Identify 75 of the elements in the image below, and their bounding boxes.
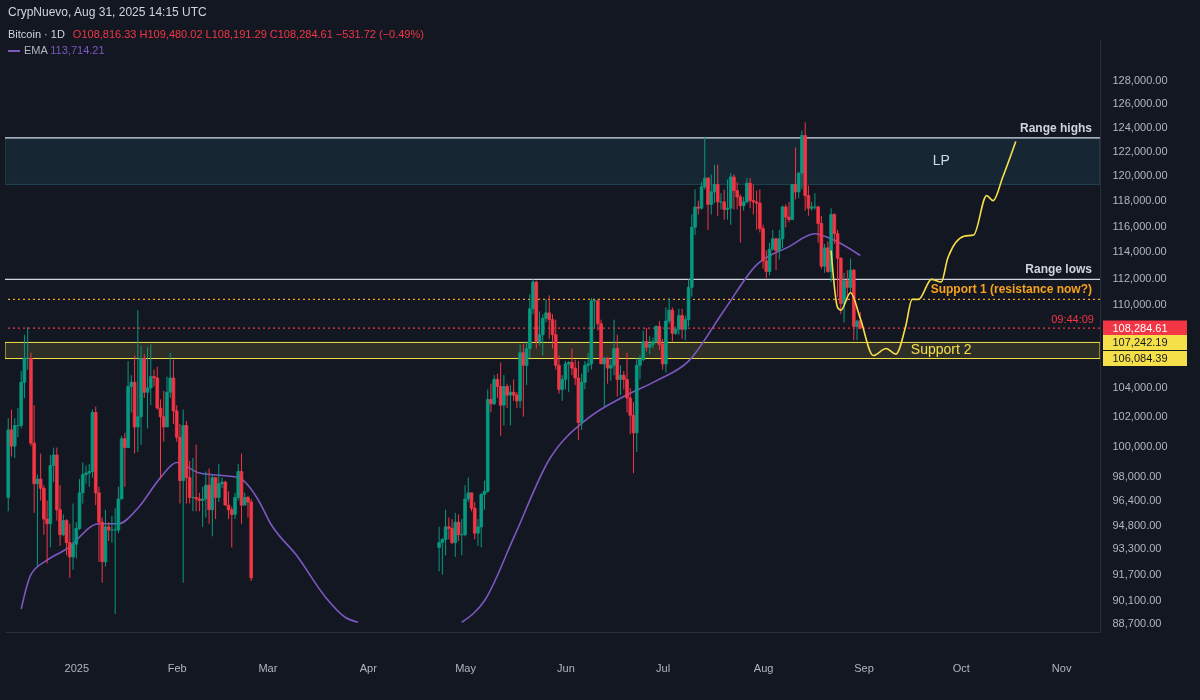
candlestick — [456, 513, 461, 542]
candlestick — [71, 503, 75, 571]
y-tick-label: 124,000.00 — [1112, 120, 1168, 133]
x-tick-label: Nov — [1051, 661, 1072, 674]
candlestick — [848, 257, 853, 294]
candlestick — [647, 335, 652, 355]
y-tick-label: 90,100.00 — [1112, 594, 1162, 607]
candlestick — [194, 444, 198, 512]
candlestick — [35, 474, 40, 568]
candlestick — [566, 360, 571, 393]
x-tick-label: Jul — [656, 661, 671, 674]
candlestick — [437, 526, 441, 572]
ref-line-label: Support 1 (resistance now?) — [930, 282, 1092, 297]
x-tick-label: Apr — [359, 661, 378, 674]
ref-line-label: Range highs — [1019, 120, 1093, 135]
candlestick — [680, 308, 684, 340]
ref-line-label: Range lows — [1025, 262, 1093, 277]
candlestick — [123, 432, 127, 488]
y-tick-label: 102,000.00 — [1112, 410, 1168, 423]
candlestick — [453, 512, 458, 558]
x-tick-label: Aug — [753, 661, 774, 674]
candlestick — [774, 237, 778, 271]
x-tick-label: Mar — [258, 661, 278, 674]
candlestick — [732, 173, 736, 210]
candlestick — [822, 243, 827, 274]
y-tick-label: 88,700.00 — [1112, 617, 1162, 630]
candlestick — [842, 272, 846, 323]
y-tick-label: 96,400.00 — [1112, 493, 1162, 506]
x-tick-label: Oct — [952, 661, 970, 674]
y-tick-label: 94,800.00 — [1112, 518, 1162, 531]
y-tick-label: 114,000.00 — [1112, 245, 1167, 258]
y-tick-label: 107,242.19 — [1112, 335, 1168, 348]
y-tick-label: 110,000.00 — [1112, 298, 1167, 311]
candlestick — [783, 203, 788, 228]
band-label: Support 2 — [910, 341, 972, 358]
candlestick — [213, 477, 218, 520]
candlestick — [106, 521, 111, 542]
candlestick — [715, 164, 720, 217]
candlestick — [502, 374, 506, 426]
y-tick-label: 98,000.00 — [1112, 469, 1162, 482]
y-tick-label: 122,000.00 — [1112, 144, 1168, 157]
legend-label: EMA — [24, 44, 49, 56]
x-tick-label: Jun — [557, 661, 575, 674]
annotation: 113,714.21 — [50, 44, 105, 56]
y-tick-label: 93,300.00 — [1112, 542, 1162, 555]
candlestick — [719, 192, 723, 210]
y-tick-label: 100,000.00 — [1112, 439, 1168, 452]
y-tick-label: 116,000.00 — [1112, 219, 1167, 232]
candlestick — [447, 517, 451, 540]
y-tick-label: 128,000.00 — [1112, 73, 1168, 86]
candlestick — [845, 269, 850, 302]
band-label: LP — [932, 152, 950, 169]
y-tick-label: 118,000.00 — [1112, 194, 1167, 207]
x-tick-label: Sep — [854, 661, 874, 674]
candlestick — [217, 463, 221, 503]
y-tick-label: 120,000.00 — [1112, 169, 1168, 182]
chart-subtitle: O108,816.33 H109,480.02 L108,191.29 C108,284.61 −531.72 (−0.49%) — [72, 28, 424, 40]
annotation: 09:44:09 — [1051, 313, 1094, 326]
text: CrypNuevo, Aug 31, 2025 14:15 UTC — [8, 4, 208, 20]
x-tick-label: May — [455, 661, 477, 674]
y-tick-label: 91,700.00 — [1112, 568, 1162, 581]
y-tick-label: 108,284.61 — [1112, 321, 1168, 334]
candlestick — [508, 384, 513, 426]
candlestick — [787, 201, 791, 223]
y-tick-label: 126,000.00 — [1112, 96, 1168, 109]
candlestick — [767, 242, 772, 276]
x-tick-label: 2025 — [64, 661, 90, 674]
chart-title: Bitcoin · 1D — [8, 28, 65, 40]
x-tick-label: Feb — [167, 661, 187, 674]
candlestick — [68, 523, 72, 579]
y-tick-label: 112,000.00 — [1112, 271, 1167, 284]
y-tick-label: 106,084.39 — [1112, 352, 1168, 365]
candlestick — [61, 513, 66, 537]
candlestick — [505, 383, 509, 409]
y-tick-label: 104,000.00 — [1112, 381, 1168, 394]
